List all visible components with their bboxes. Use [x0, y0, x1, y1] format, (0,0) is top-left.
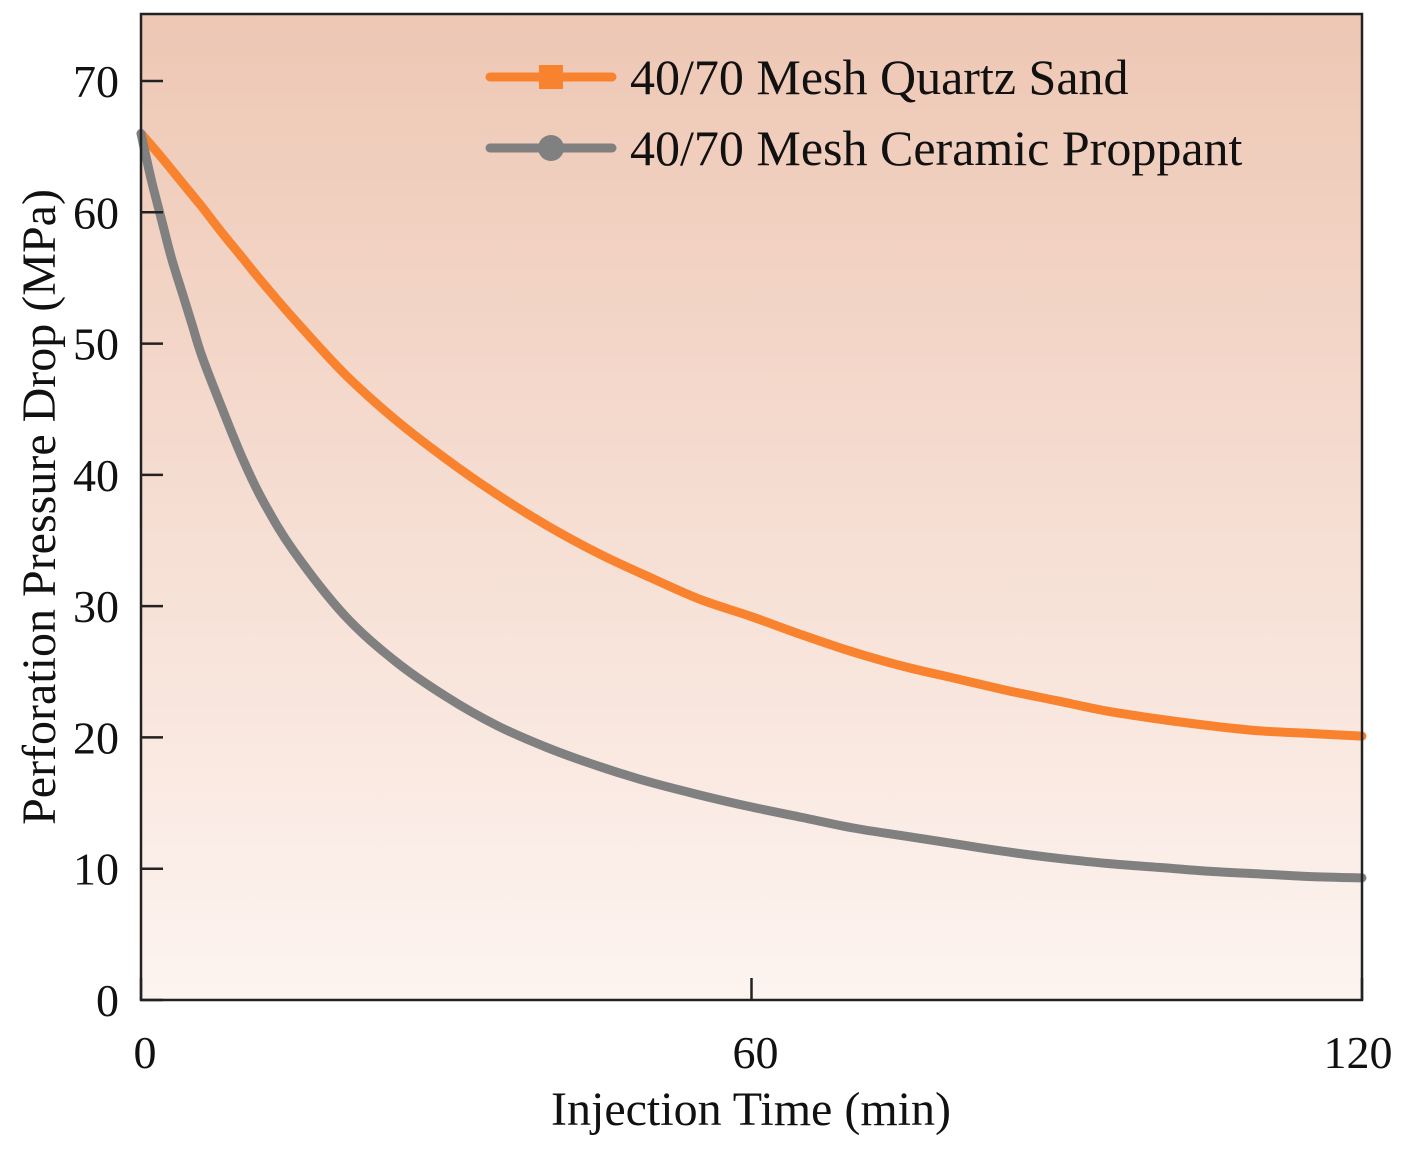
x-tick-label: 60	[733, 1027, 779, 1078]
legend-label-2: 40/70 Mesh Ceramic Proppant	[630, 120, 1243, 176]
series-layer	[136, 129, 1367, 883]
legend-label-1: 40/70 Mesh Quartz Sand	[630, 49, 1129, 105]
y-tick-label: 50	[73, 319, 119, 370]
x-tick-label: 120	[1324, 1027, 1393, 1078]
y-axis-title: Perforation Pressure Drop (MPa)	[13, 189, 66, 825]
y-tick-label: 70	[73, 56, 119, 107]
y-tick-label: 10	[73, 844, 119, 895]
series-line-2	[136, 129, 1367, 883]
y-tick-label: 60	[73, 187, 119, 238]
legend-marker-1	[539, 65, 563, 89]
plot-area	[141, 14, 1362, 1000]
x-axis-title: Injection Time (min)	[551, 1083, 951, 1136]
y-tick-label: 20	[73, 712, 119, 763]
series-line-1	[136, 129, 1367, 741]
y-tick-label: 40	[73, 450, 119, 501]
x-tick-label: 0	[134, 1027, 157, 1078]
legend-marker-2	[538, 135, 564, 161]
y-tick-label: 0	[96, 975, 119, 1026]
legend: 40/70 Mesh Quartz Sand 40/70 Mesh Ceramic…	[485, 49, 1243, 176]
ticks-layer: 0 60 120 0 10 20 30 40 50 60 70	[73, 56, 1393, 1078]
y-tick-label: 30	[73, 581, 119, 632]
